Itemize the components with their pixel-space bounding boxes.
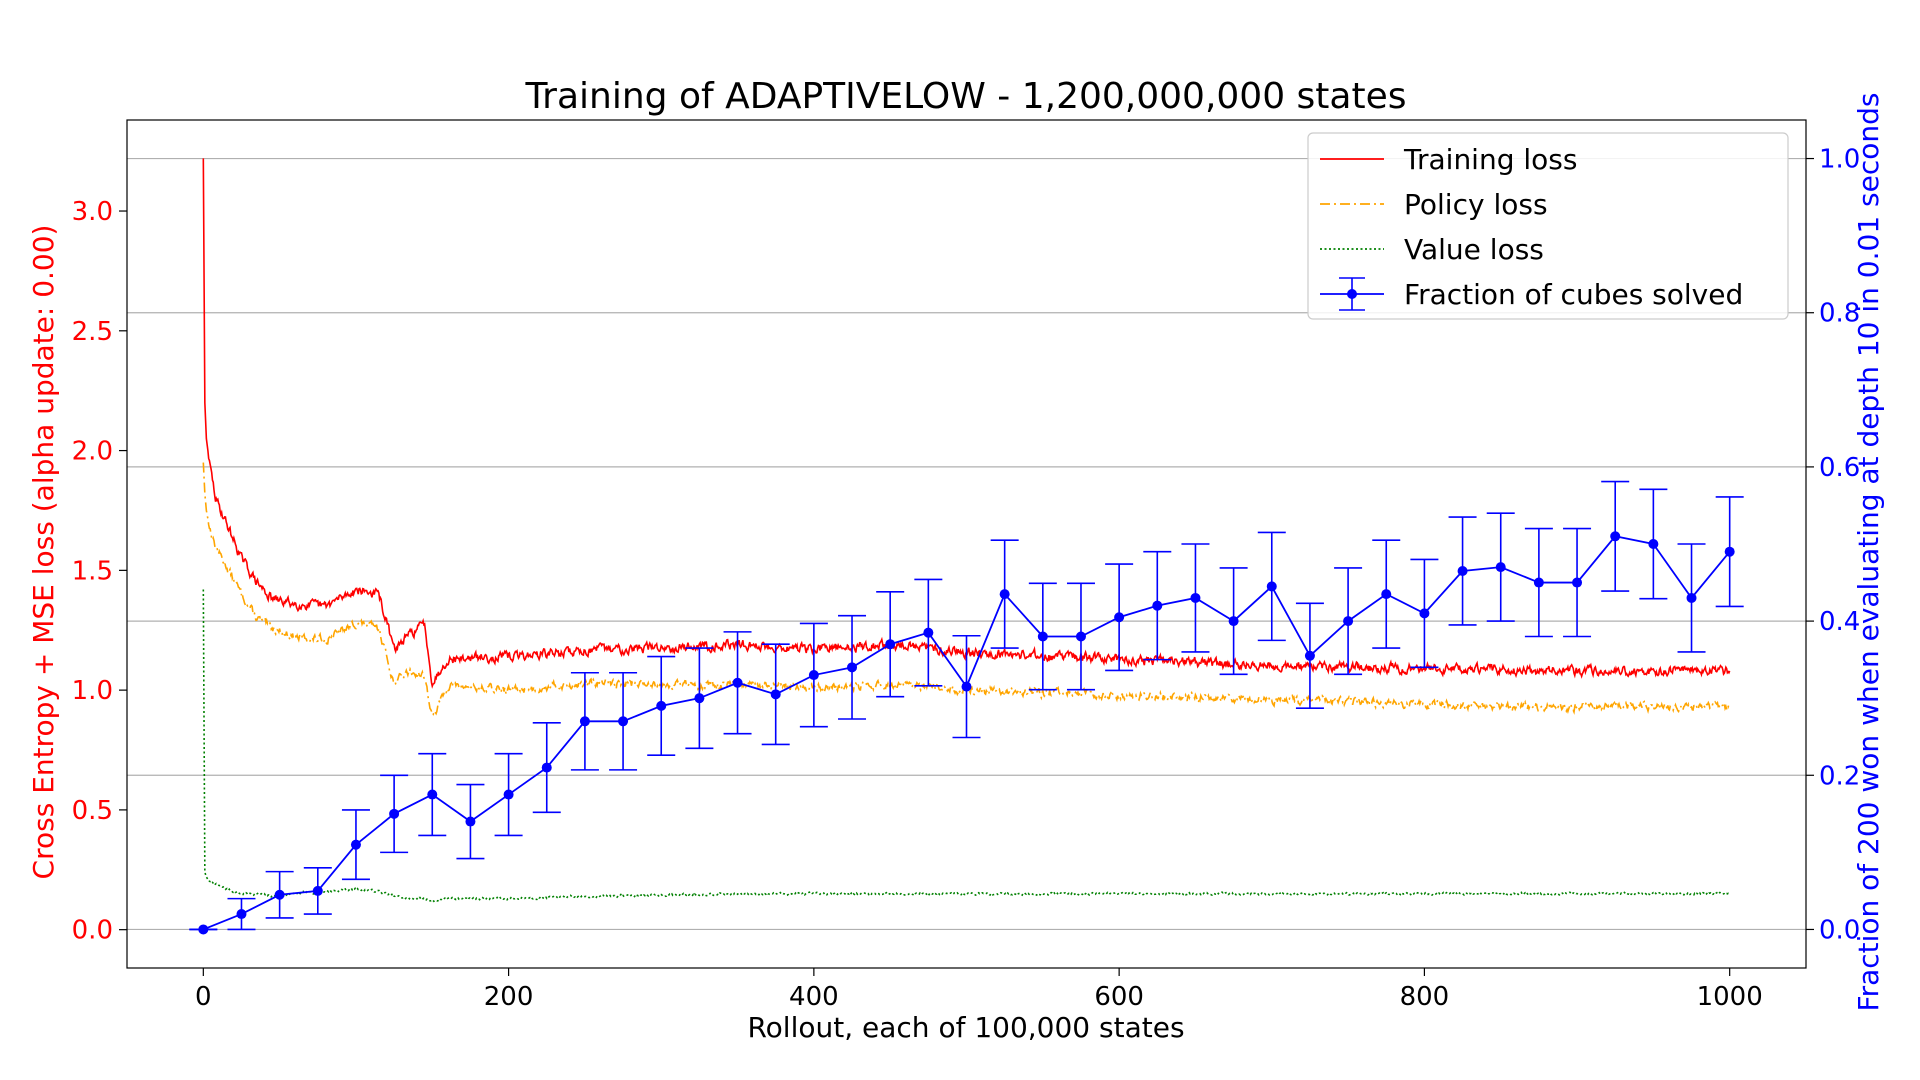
fraction-solved-point [1152,600,1163,611]
fraction-solved-point [1572,577,1583,588]
axes: 0 200 400 600 800 1000 0.0 0.5 1.0 1.5 2.0 2.5 3.0 0.… [72,145,1861,1012]
fraction-solved-point [1648,539,1659,549]
x-tick-label: 0 [195,982,212,1012]
fraction-solved-point [1495,562,1506,573]
plot-frame [126,119,1807,969]
left-y-tick-label: 2.0 [72,437,113,467]
fraction-solved-point [1724,546,1735,557]
fraction-solved-point [465,816,476,827]
right-y-tick-label: 0.8 [1819,299,1860,329]
right-axis-label: Fraction of 200 won when evaluating at d… [1852,93,1885,1012]
right-y-tick-label: 0.4 [1819,607,1860,637]
fraction-solved-point [1686,592,1697,603]
fraction-solved-point [1533,577,1544,588]
chart-title: Training of ADAPTIVELOW - 1,200,000,000 … [524,76,1406,117]
legend-box [1307,132,1789,320]
fraction-solved-point [236,909,247,920]
fraction-solved-point [1304,650,1315,661]
fraction-solved-point [656,700,667,711]
fraction-solved-point [847,662,858,673]
legend-label: Training loss [1403,143,1577,176]
legend-label: Fraction of cubes solved [1404,278,1743,311]
fraction-solved-point [885,639,896,650]
fraction-solved-point [350,839,361,850]
fraction-solved-point [1075,631,1086,642]
fraction-solved-point [1228,616,1239,627]
fraction-solved-point [541,762,552,773]
x-tick-label: 200 [484,982,534,1012]
fraction-solved-point [198,924,209,935]
left-y-tick-label: 1.5 [72,556,113,586]
legend: Training loss Policy loss Value loss Fracti… [1307,132,1789,320]
fraction-solved-point [732,677,743,688]
fraction-solved-point [1037,631,1048,642]
legend-label: Policy loss [1404,188,1548,221]
x-tick-label: 600 [1094,982,1144,1012]
fraction-solved-point [618,716,629,727]
right-y-tick-label: 0.0 [1819,915,1860,945]
left-y-tick-label: 1.0 [72,676,113,706]
fraction-solved-point [312,885,323,896]
fraction-solved-point [999,589,1010,600]
x-tick-label: 400 [789,982,839,1012]
fraction-solved-point [923,627,934,638]
x-tick-label: 1000 [1697,982,1763,1012]
fraction-solved-point [808,670,819,681]
right-y-tick-label: 0.2 [1819,761,1860,791]
fraction-solved-point [274,889,285,900]
fraction-solved-point [1457,565,1468,576]
fraction-solved-point [1381,589,1392,600]
left-axis-label: Cross Entropy + MSE loss (alpha update: … [27,225,60,880]
fraction-solved-point [961,681,972,692]
x-tick-label: 800 [1400,982,1450,1012]
fraction-solved-point [1343,616,1354,627]
left-y-tick-label: 0.0 [72,916,113,946]
fraction-solved-point [427,789,438,800]
fraction-solved-point [579,716,590,727]
right-y-tick-label: 1.0 [1819,145,1860,175]
legend-swatch-fraction-point [1347,289,1357,299]
fraction-solved-point [1114,612,1125,623]
fraction-solved-point [694,693,705,704]
legend-label: Value loss [1404,233,1544,266]
fraction-solved-point [1190,592,1201,603]
fraction-solved-point [503,789,514,800]
fraction-solved-point [389,808,400,819]
left-y-tick-label: 3.0 [72,197,113,227]
fraction-solved-point [1610,531,1621,542]
left-y-tick-label: 2.5 [72,317,113,347]
series-layer [189,158,1744,935]
fraction-solved-point [1419,608,1430,619]
x-axis-label: Rollout, each of 100,000 states [747,1011,1184,1044]
right-y-tick-label: 0.6 [1819,453,1860,483]
fraction-solved-point [1266,581,1277,592]
fraction-solved-point [770,689,781,700]
left-y-tick-label: 0.5 [72,796,113,826]
